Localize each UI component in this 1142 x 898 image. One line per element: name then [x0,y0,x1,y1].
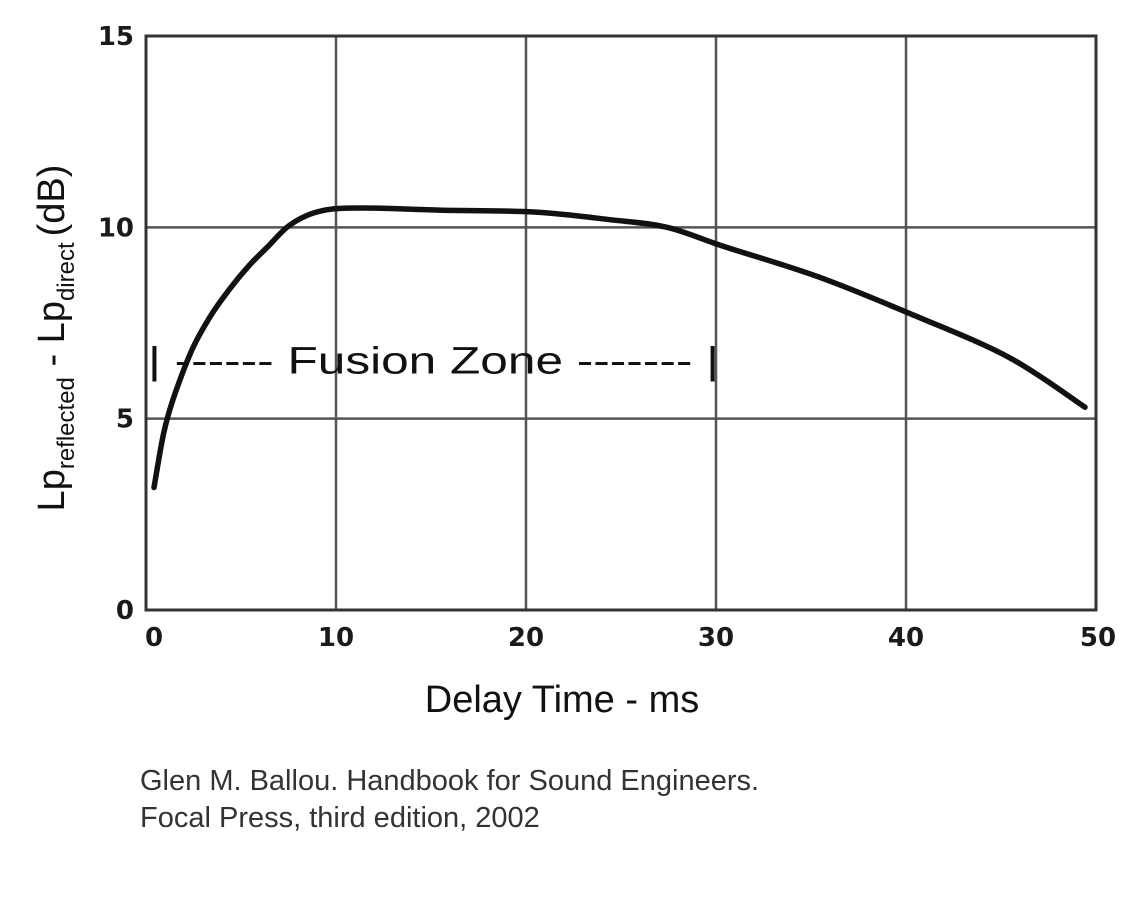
y-label-lp-reflected: Lp [31,469,73,511]
y-tick-label: 10 [98,213,134,243]
y-tick-label: 0 [116,596,134,626]
y-label-reflected-subscript: reflected [53,377,80,469]
x-axis-label: Delay Time - ms [425,679,699,721]
x-tick-label: 30 [698,623,734,653]
fusion-zone-annotation: | ------ Fusion Zone ------- | [148,341,719,383]
caption-line-1: Glen M. Ballou. Handbook for Sound Engin… [140,765,760,797]
y-axis-label: Lpreflected - Lpdirect(dB) [31,165,80,512]
caption-line-2: Focal Press, third edition, 2002 [140,802,540,834]
x-axis-ticks: 0 10 20 30 40 50 [145,623,1116,653]
y-tick-label: 15 [98,22,134,52]
x-tick-label: 20 [508,623,544,653]
x-tick-label: 10 [318,623,354,653]
x-tick-label: 40 [888,623,924,653]
series-line [151,205,1088,491]
plot-frame [144,34,1098,612]
citation-caption: Glen M. Ballou. Handbook for Sound Engin… [140,763,759,837]
y-tick-label: 5 [116,405,134,435]
y-axis-ticks: 0 5 10 15 [98,22,134,626]
x-tick-label: 50 [1080,623,1116,653]
x-tick-label: 0 [145,623,163,653]
y-label-lp-direct: Lp [31,301,73,343]
grid [146,36,1096,610]
y-label-unit: (dB) [31,165,73,237]
y-label-separator: - [31,343,73,377]
y-label-direct-subscript: direct [53,242,80,301]
